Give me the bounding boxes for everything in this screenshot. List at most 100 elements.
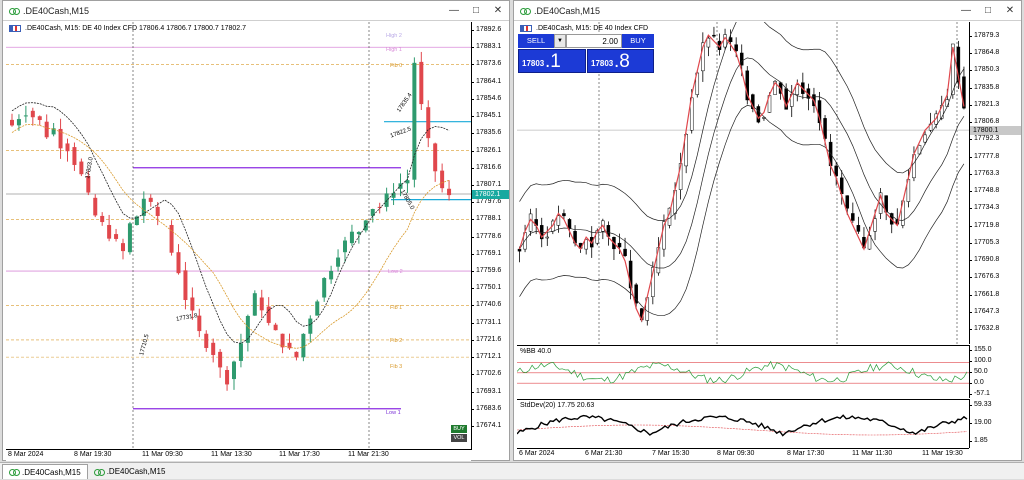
left-price-axis[interactable]: 17892.6 17883.1 17873.6 17864.1 17854.6 17845… (471, 22, 509, 450)
right-time-axis[interactable]: 6 Mar 2024 6 Mar 21:30 7 Mar 15:30 8 Mar 09… (517, 448, 969, 460)
candle-body (23, 115, 28, 117)
candle-body (723, 34, 727, 48)
maximize-button[interactable]: □ (472, 4, 480, 16)
candle-body (712, 34, 716, 37)
left-chart-window[interactable]: .DE40Cash,M15 — □ ✕ .DE40Cash, M15: DE 4… (2, 0, 510, 461)
candle-body (405, 180, 410, 184)
price-tick-label: 17683.6 (472, 405, 509, 413)
price-tick-label: 17702.6 (472, 370, 509, 378)
candle-body (363, 220, 368, 231)
candle-body (329, 270, 334, 280)
candle-body (823, 118, 827, 139)
candle-body (391, 192, 396, 198)
candle-body (773, 81, 777, 95)
price-tick-label: -57.1 (970, 390, 1021, 398)
minimize-button[interactable]: — (449, 4, 459, 16)
chart-window-icon (9, 7, 20, 15)
sell-button[interactable]: SELL (518, 34, 554, 48)
candle-body (795, 84, 800, 95)
buy-price-main: 17803 (591, 59, 614, 68)
buy-price-box[interactable]: 17803 .8 (587, 49, 654, 73)
right-price-axis[interactable]: 17879.3 17864.8 17850.3 17835.8 17821.3 17806… (969, 22, 1021, 344)
candle-body (756, 106, 761, 123)
time-tick-label: 8 Mar 2024 (8, 451, 44, 458)
sell-price-box[interactable]: 17803 .1 (518, 49, 586, 73)
price-line (518, 34, 965, 323)
candle-body (706, 37, 711, 48)
price-tick-label: 17778.6 (472, 233, 509, 241)
volume-dropdown-button[interactable]: ▼ (554, 34, 566, 48)
stddev-indicator-panel[interactable]: StdDev(20) 17.75 20.63 (517, 399, 969, 448)
candle-body (301, 333, 306, 358)
time-tick-label: 11 Mar 21:30 (348, 451, 389, 458)
candle-body (962, 76, 966, 109)
level-label-fib0: Fib 0 (390, 63, 403, 69)
candle-body (280, 333, 285, 348)
minimize-button[interactable]: — (961, 4, 971, 16)
buy-button[interactable]: BUY (622, 34, 654, 48)
left-window-titlebar[interactable]: .DE40Cash,M15 — □ ✕ (3, 1, 509, 21)
price-tick-label: 17864.1 (472, 78, 509, 86)
right-window-titlebar[interactable]: .DE40Cash,M15 — □ ✕ (514, 1, 1021, 21)
candle-body (343, 240, 347, 253)
close-button[interactable]: ✕ (1005, 4, 1015, 16)
candle-body (398, 183, 403, 189)
tab-label: .DE40Cash,M15 (22, 467, 81, 477)
price-tick-label: 100.0 (970, 357, 1021, 365)
candle-body (322, 278, 327, 298)
price-tick-label: 0.0 (970, 379, 1021, 387)
bollinger-middle (519, 57, 965, 269)
candle-body (567, 219, 572, 229)
price-tick-label: 17826.1 (472, 147, 509, 155)
stddev-indicator-svg (517, 414, 968, 437)
candle-body (155, 206, 160, 216)
left-candles-svg (6, 22, 471, 450)
chart-tab-icon (9, 468, 20, 476)
price-tick-label: 17750.1 (472, 284, 509, 292)
symbol-icon (520, 25, 532, 32)
close-button[interactable]: ✕ (493, 4, 503, 16)
candle-body (37, 116, 42, 120)
price-tick-label: 17759.6 (472, 267, 509, 275)
time-tick-label: 7 Mar 15:30 (652, 450, 690, 457)
candle-body (44, 121, 49, 138)
candle-body (684, 134, 688, 167)
candle-body (447, 188, 452, 196)
right-price-chart[interactable]: .DE40Cash, M15: DE 40 Index CFD (517, 22, 969, 344)
bb-indicator-axis: 155.0 100.0 50.0 0.0 -57.1 (969, 345, 1021, 398)
tab-chart-2[interactable]: .DE40Cash,M15 (88, 464, 172, 479)
price-tick-label: 17721.6 (472, 336, 509, 344)
price-tick-label: 17748.8 (970, 187, 1021, 195)
vol-badge[interactable]: VOL (451, 434, 467, 442)
candle-body (114, 234, 119, 239)
maximize-button[interactable]: □ (984, 4, 992, 16)
price-tick-label: 17892.6 (472, 26, 509, 34)
moving-average-line (11, 102, 450, 344)
candle-body (121, 243, 125, 252)
candle-body (739, 52, 744, 66)
price-tick-label: 17693.1 (472, 388, 509, 396)
volume-input[interactable] (566, 34, 622, 48)
stddev-indicator-axis: 59.33 19.00 1.85 (969, 399, 1021, 448)
candle-body (433, 143, 438, 172)
left-time-axis[interactable]: 8 Mar 2024 8 Mar 19:30 11 Mar 09:30 11 Mar … (6, 449, 471, 461)
chart-tabs-bar: .DE40Cash,M15 .DE40Cash,M15 (0, 462, 1024, 479)
buy-badge[interactable]: BUY (451, 425, 467, 433)
price-tick-label: 17864.8 (970, 49, 1021, 57)
bb-indicator-label: %BB 40.0 (520, 348, 552, 355)
candle-body (93, 197, 98, 216)
right-chart-window[interactable]: .DE40Cash,M15 — □ ✕ .DE40Cash, M15: DE 4… (513, 0, 1022, 461)
tab-chart-1[interactable]: .DE40Cash,M15 (2, 464, 88, 479)
candle-body (923, 134, 927, 143)
left-chart-header: .DE40Cash, M15: DE 40 Index CFD 17806.4 … (9, 25, 246, 32)
chart-tab-icon (93, 468, 105, 476)
candle-body (426, 107, 431, 139)
time-tick-label: 6 Mar 2024 (519, 450, 555, 457)
left-chart-header-text: .DE40Cash, M15: DE 40 Index CFD 17806.4 … (25, 25, 247, 32)
price-tick-label: 17777.8 (970, 153, 1021, 161)
candle-body (878, 192, 883, 214)
symbol-icon (9, 25, 21, 32)
bb-indicator-panel[interactable]: %BB 40.0 (517, 345, 969, 398)
left-price-chart[interactable]: .DE40Cash, M15: DE 40 Index CFD 17806.4 … (6, 22, 471, 450)
price-tick-label: 17879.3 (970, 32, 1021, 40)
